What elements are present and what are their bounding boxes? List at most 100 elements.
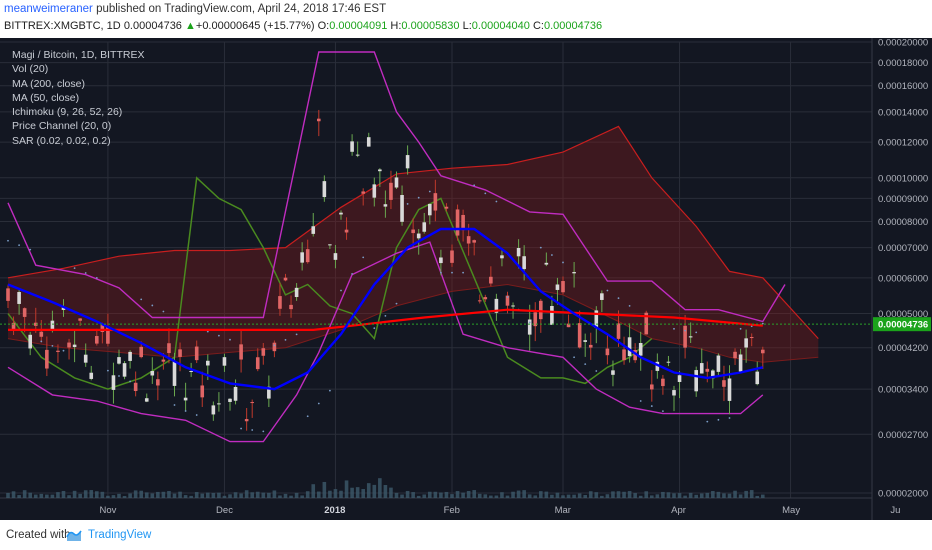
volume-bar (616, 491, 621, 498)
candle-body (505, 295, 510, 306)
x-tick-label: Ju (890, 505, 900, 516)
candle-body (644, 312, 649, 335)
sar-dot (140, 298, 143, 301)
sar-dot (473, 184, 476, 187)
volume-bar (6, 492, 10, 498)
sar-dot (251, 429, 254, 431)
candle-body (139, 346, 143, 358)
chart-svg[interactable]: 0.00020000 0.00018000 0.00016000 0.00014000… (0, 38, 932, 520)
volume-bar (428, 491, 432, 498)
candle-body (588, 344, 593, 348)
candle-body (106, 326, 110, 344)
candle-body (317, 118, 321, 122)
y-tick-label: 0.00006000 (878, 273, 928, 284)
candle-body (289, 304, 293, 310)
volume-bar (677, 493, 682, 498)
x-tick-label: May (782, 505, 800, 516)
candle-body (494, 298, 499, 313)
candle-body (577, 323, 582, 348)
candle-body (128, 351, 132, 361)
candle-body (233, 386, 238, 401)
candle-body (489, 276, 493, 284)
candle-body (56, 350, 60, 352)
sar-dot (684, 329, 686, 332)
candle-body (522, 256, 526, 270)
volume-bar (278, 495, 282, 498)
candle-body (677, 375, 682, 382)
legend-item-ma50[interactable]: MA (50, close) (12, 91, 80, 104)
candle-body (178, 349, 182, 357)
y-tick-label: 0.00004200 (878, 343, 928, 354)
ma50-line (7, 227, 764, 391)
candle-body (117, 357, 121, 364)
candle-body (439, 257, 443, 264)
tradingview-logo-icon[interactable] (66, 528, 82, 542)
volume-bar (106, 495, 110, 498)
candle-body (267, 386, 271, 399)
volume-bar (411, 492, 415, 498)
candle-body (555, 284, 560, 290)
volume-bar (211, 492, 216, 498)
volume-bar (627, 491, 632, 498)
chart-area[interactable]: 0.00020000 0.00018000 0.00016000 0.00014000… (0, 38, 932, 520)
sar-dot (362, 256, 365, 259)
volume-bar (755, 495, 760, 498)
volume-bar (133, 490, 138, 498)
sar-dot (462, 271, 464, 274)
sar-dot (118, 375, 120, 377)
volume-bar (461, 492, 465, 498)
volume-bar (705, 492, 710, 498)
candle-body (394, 177, 399, 188)
candle-body (344, 229, 349, 233)
tradingview-link[interactable]: TradingView (88, 529, 152, 541)
volume-bar (694, 494, 698, 498)
legend-item-vol[interactable]: Vol (20) (12, 63, 49, 76)
volume-bar (727, 493, 732, 498)
candle-body (67, 342, 71, 348)
sar-dot (739, 327, 742, 330)
volume-bar (117, 493, 121, 498)
volume-bar (33, 494, 38, 498)
sar-dot (706, 420, 709, 423)
close-label: C: (532, 20, 544, 32)
candle-body (100, 325, 105, 332)
volume-bar (505, 495, 510, 498)
candle-body (150, 370, 155, 376)
volume-bar (56, 492, 60, 498)
sar-dot (195, 414, 198, 416)
volume-bar (455, 491, 460, 498)
x-tick-label: Nov (100, 505, 117, 516)
published-text: published on TradingView.com, April 24, … (96, 3, 387, 15)
legend-item-ma200[interactable]: MA (200, close) (12, 77, 85, 90)
volume-bar (11, 491, 16, 498)
y-tick-label: 0.00002000 (878, 489, 928, 500)
sar-dot (40, 340, 43, 343)
y-tick-label: 0.00020000 (878, 38, 928, 49)
volume-bar (644, 491, 649, 498)
sar-dot (29, 248, 32, 251)
high-label: H: (390, 20, 402, 32)
volume-bar (144, 492, 149, 498)
symbol: BITTREX:XMGBTC, 1D (4, 20, 121, 32)
candle-body (633, 349, 637, 361)
legend-item-price-channel[interactable]: Price Channel (20, 0) (12, 120, 112, 133)
volume-bar (444, 491, 449, 498)
sar-dot (62, 349, 65, 352)
volume-bar (217, 492, 221, 498)
candle-body (466, 236, 471, 244)
author-link[interactable]: meanweimeraner (4, 3, 93, 15)
volume-bar (738, 494, 743, 498)
volume-bar (122, 495, 127, 498)
sar-dot (562, 261, 564, 264)
volume-bar (516, 490, 521, 498)
sar-dot (18, 244, 20, 247)
sar-dot (262, 430, 265, 433)
volume-bar (100, 491, 105, 498)
candle-body (339, 212, 343, 215)
legend-item-sar[interactable]: SAR (0.02, 0.02, 0.2) (12, 134, 111, 147)
sar-dot (295, 333, 298, 336)
candle-body (89, 372, 94, 379)
volume-bar (206, 492, 210, 498)
x-tick-label: Mar (555, 505, 571, 516)
legend-item-ichimoku[interactable]: Ichimoku (9, 26, 52, 26) (12, 106, 123, 119)
